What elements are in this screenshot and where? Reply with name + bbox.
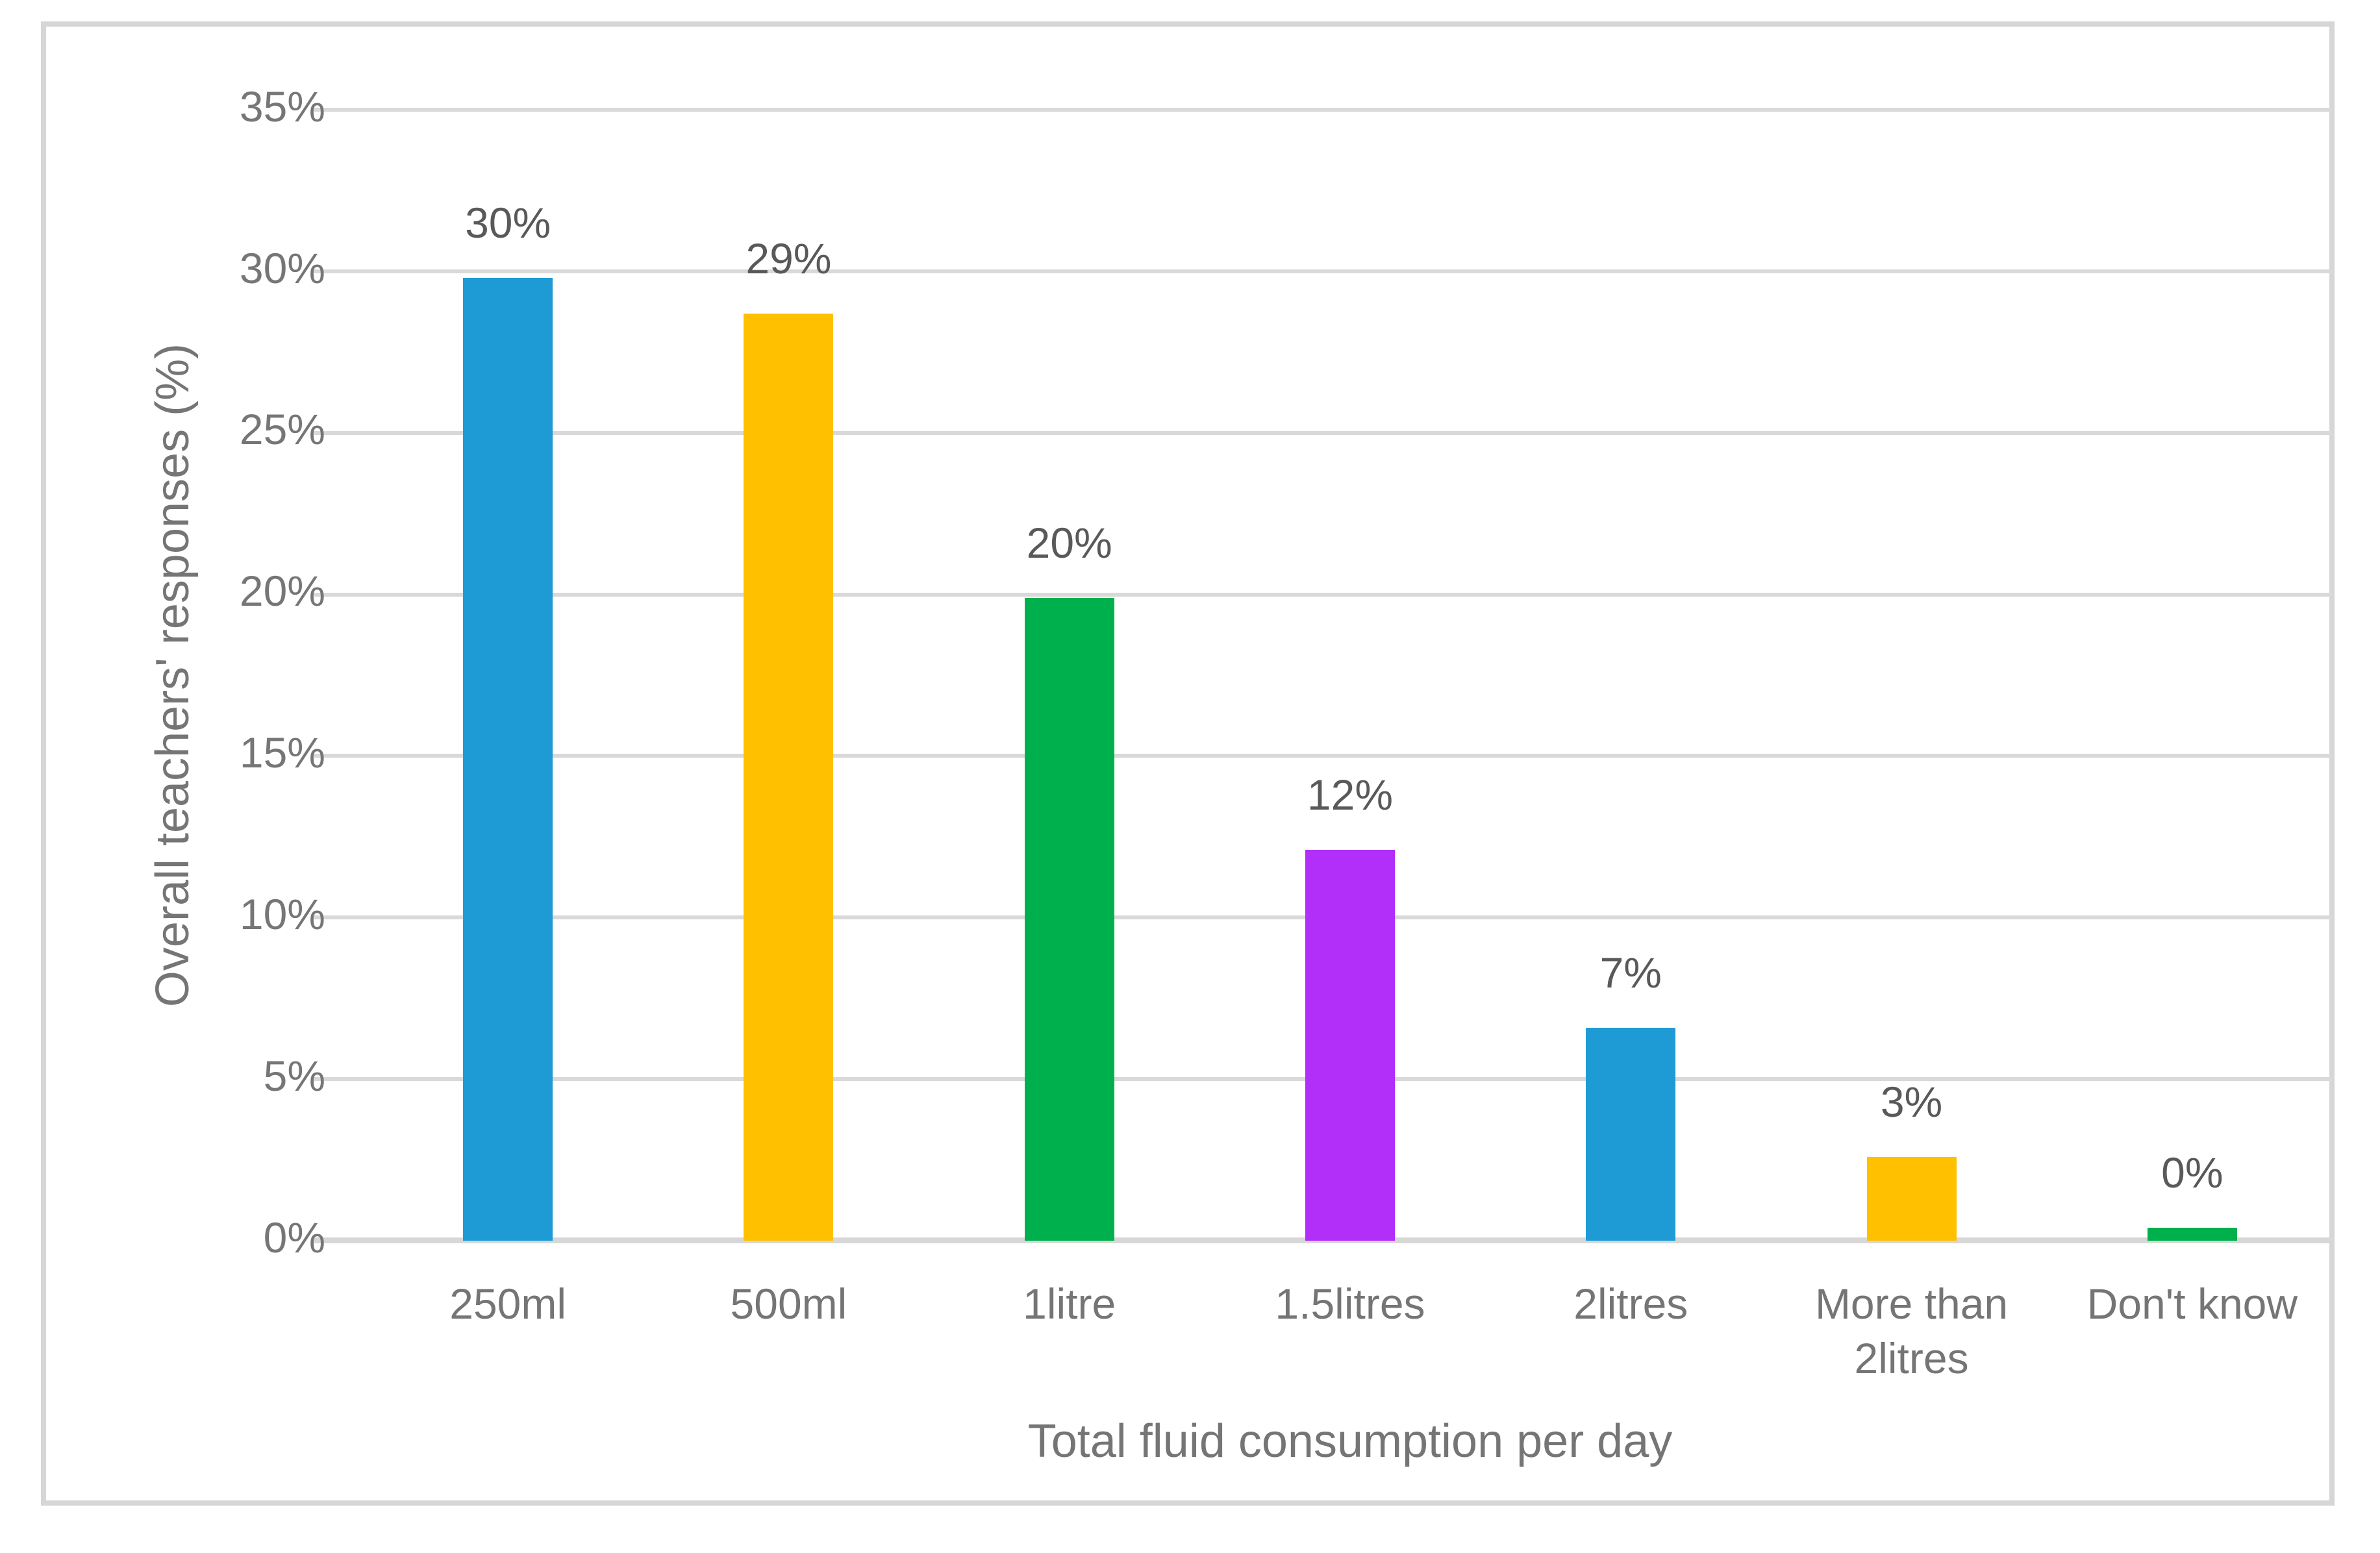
bar-column-4: 7% [1490, 110, 1771, 1241]
bar-column-1: 29% [648, 110, 929, 1241]
y-tick-label-0: 0% [263, 1213, 325, 1261]
y-tick-label-10: 10% [239, 890, 325, 939]
bar-2litres [1586, 1027, 1676, 1241]
category-label-2: 1litre [1023, 1280, 1116, 1328]
bars-container: 30% 29% 20% 12% 7% 3% 0% [368, 110, 2333, 1241]
chart-border: 30% 29% 20% 12% 7% 3% 0% 0% 5% 10% 15% 20% 25% 30% 35… [41, 21, 2335, 1506]
category-label-4: 2litres [1573, 1280, 1688, 1328]
y-tick-label-15: 15% [239, 728, 325, 777]
bar-more-than-2litres [1866, 1156, 1957, 1241]
bar-column-5: 3% [1771, 110, 2051, 1241]
value-label-5: 3% [1880, 1077, 1943, 1126]
value-label-1: 29% [745, 234, 832, 282]
gridline-35 [314, 108, 2333, 112]
bar-column-2: 20% [929, 110, 1210, 1241]
bar-1-5litres [1305, 849, 1395, 1241]
category-label-6: Don't know [2086, 1280, 2298, 1328]
y-tick-label-25: 25% [239, 405, 325, 454]
bar-500ml [744, 313, 834, 1241]
y-tick-label-20: 20% [239, 567, 325, 615]
bar-1litre [1024, 597, 1114, 1241]
y-axis-title: Overall teachers' responses (%) [147, 343, 199, 1008]
value-label-2: 20% [1026, 518, 1112, 567]
y-tick-label-35: 35% [239, 82, 325, 130]
value-label-0: 30% [465, 198, 551, 247]
y-tick-label-5: 5% [263, 1051, 325, 1100]
gridline-25 [314, 430, 2333, 435]
x-axis-category-labels: 250ml 500ml 1litre 1.5litres 2litres More tha… [368, 1276, 2333, 1386]
category-label-0: 250ml [449, 1280, 567, 1328]
bar-column-0: 30% [368, 110, 648, 1241]
y-tick-label-30: 30% [239, 243, 325, 292]
value-label-4: 7% [1599, 948, 1662, 997]
bar-column-6: 0% [2052, 110, 2333, 1241]
x-axis-title: Total fluid consumption per day [1027, 1415, 1673, 1467]
gridline-30 [314, 269, 2333, 273]
category-label-3: 1.5litres [1275, 1280, 1425, 1328]
gridline-15 [314, 754, 2333, 758]
bar-column-3: 12% [1210, 110, 1490, 1241]
value-label-3: 12% [1307, 770, 1394, 819]
gridline-20 [314, 592, 2333, 597]
category-label-1: 500ml [730, 1280, 847, 1328]
y-axis-ticks: 0% 5% 10% 15% 20% 25% 30% 35% [144, 85, 325, 1259]
category-label-5: More than 2litres [1814, 1280, 2009, 1383]
plot-area: 30% 29% 20% 12% 7% 3% 0% [314, 108, 2333, 1243]
bar-250ml [463, 277, 553, 1241]
value-label-6: 0% [2161, 1149, 2223, 1197]
bar-don-t-know [2147, 1228, 2237, 1241]
